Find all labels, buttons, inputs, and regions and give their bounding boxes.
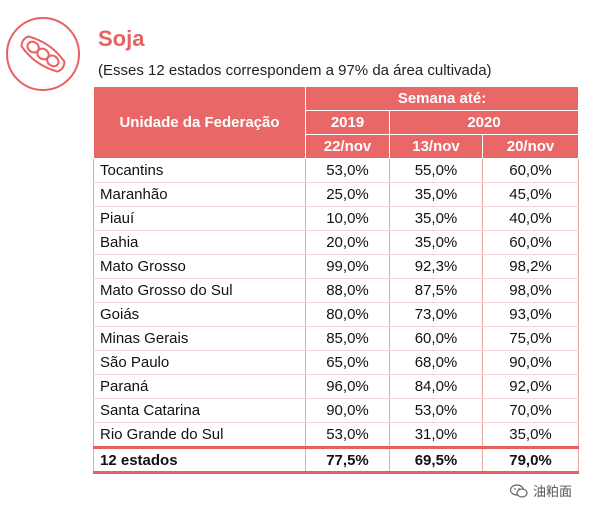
- state-name: Piauí: [93, 206, 306, 231]
- value-2019: 53,0%: [305, 158, 390, 183]
- total-2020-a: 69,5%: [389, 446, 483, 474]
- state-name: Mato Grosso do Sul: [93, 278, 306, 303]
- state-name: Bahia: [93, 230, 306, 255]
- soy-planting-table: Unidade da Federação Semana até: 2019 20…: [93, 86, 580, 474]
- state-name: Paraná: [93, 374, 306, 399]
- value-2020-b: 45,0%: [482, 182, 580, 207]
- value-2020-b: 35,0%: [482, 422, 580, 448]
- value-2020-a: 68,0%: [389, 350, 483, 375]
- table-row: Bahia 20,0% 35,0% 60,0%: [93, 230, 580, 255]
- value-2020-b: 40,0%: [482, 206, 580, 231]
- value-2019: 99,0%: [305, 254, 390, 279]
- table-row: Rio Grande do Sul 53,0% 31,0% 35,0%: [93, 422, 580, 448]
- total-2019: 77,5%: [305, 446, 390, 474]
- header-week: Semana até:: [304, 86, 580, 111]
- value-2020-b: 60,0%: [482, 158, 580, 183]
- header-date-2020-a: 13/nov: [389, 134, 483, 159]
- value-2019: 10,0%: [305, 206, 390, 231]
- value-2019: 25,0%: [305, 182, 390, 207]
- table-row: São Paulo 65,0% 68,0% 90,0%: [93, 350, 580, 375]
- value-2019: 96,0%: [305, 374, 390, 399]
- value-2020-a: 73,0%: [389, 302, 483, 327]
- value-2020-a: 92,3%: [389, 254, 483, 279]
- table-row: Mato Grosso do Sul 88,0% 87,5% 98,0%: [93, 278, 580, 303]
- value-2020-b: 93,0%: [482, 302, 580, 327]
- value-2019: 85,0%: [305, 326, 390, 351]
- value-2020-a: 35,0%: [389, 230, 483, 255]
- table-row: Mato Grosso 99,0% 92,3% 98,2%: [93, 254, 580, 279]
- total-row: 12 estados 77,5% 69,5% 79,0%: [93, 446, 580, 474]
- table-row: Piauí 10,0% 35,0% 40,0%: [93, 206, 580, 231]
- table-row: Minas Gerais 85,0% 60,0% 75,0%: [93, 326, 580, 351]
- state-name: Goiás: [93, 302, 306, 327]
- value-2020-a: 53,0%: [389, 398, 483, 423]
- wechat-icon: [509, 483, 528, 498]
- header-uf: Unidade da Federação: [93, 86, 306, 159]
- value-2020-a: 84,0%: [389, 374, 483, 399]
- value-2020-b: 92,0%: [482, 374, 580, 399]
- table-row: Goiás 80,0% 73,0% 93,0%: [93, 302, 580, 327]
- value-2019: 80,0%: [305, 302, 390, 327]
- state-name: Rio Grande do Sul: [93, 422, 306, 448]
- value-2020-b: 75,0%: [482, 326, 580, 351]
- value-2020-b: 98,0%: [482, 278, 580, 303]
- state-name: Maranhão: [93, 182, 306, 207]
- value-2019: 20,0%: [305, 230, 390, 255]
- value-2020-a: 87,5%: [389, 278, 483, 303]
- value-2019: 90,0%: [305, 398, 390, 423]
- table-row: Paraná 96,0% 84,0% 92,0%: [93, 374, 580, 399]
- header-date-2019: 22/nov: [305, 134, 390, 159]
- value-2019: 53,0%: [305, 422, 390, 448]
- value-2019: 65,0%: [305, 350, 390, 375]
- watermark-text: 油粕面: [532, 484, 572, 499]
- state-name: Mato Grosso: [93, 254, 306, 279]
- watermark: 油粕面: [509, 481, 572, 500]
- value-2020-b: 70,0%: [482, 398, 580, 423]
- value-2020-b: 90,0%: [482, 350, 580, 375]
- value-2020-a: 55,0%: [389, 158, 483, 183]
- value-2020-a: 35,0%: [389, 206, 483, 231]
- state-name: Minas Gerais: [93, 326, 306, 351]
- state-name: São Paulo: [93, 350, 306, 375]
- page-subtitle: (Esses 12 estados correspondem a 97% da …: [98, 62, 492, 79]
- state-name: Santa Catarina: [93, 398, 306, 423]
- value-2020-a: 31,0%: [389, 422, 483, 448]
- header-year-2019: 2019: [305, 110, 390, 135]
- value-2019: 88,0%: [305, 278, 390, 303]
- total-label: 12 estados: [93, 446, 306, 474]
- table-row: Santa Catarina 90,0% 53,0% 70,0%: [93, 398, 580, 423]
- table-row: Tocantins 53,0% 55,0% 60,0%: [93, 158, 580, 183]
- total-2020-b: 79,0%: [482, 446, 580, 474]
- value-2020-a: 60,0%: [389, 326, 483, 351]
- state-name: Tocantins: [93, 158, 306, 183]
- header-year-2020: 2020: [388, 110, 580, 135]
- table-row: Maranhão 25,0% 35,0% 45,0%: [93, 182, 580, 207]
- header-date-2020-b: 20/nov: [481, 134, 580, 159]
- value-2020-b: 60,0%: [482, 230, 580, 255]
- value-2020-a: 35,0%: [389, 182, 483, 207]
- value-2020-b: 98,2%: [482, 254, 580, 279]
- soybean-pod-icon: [6, 17, 80, 91]
- page-title: Soja: [98, 26, 145, 51]
